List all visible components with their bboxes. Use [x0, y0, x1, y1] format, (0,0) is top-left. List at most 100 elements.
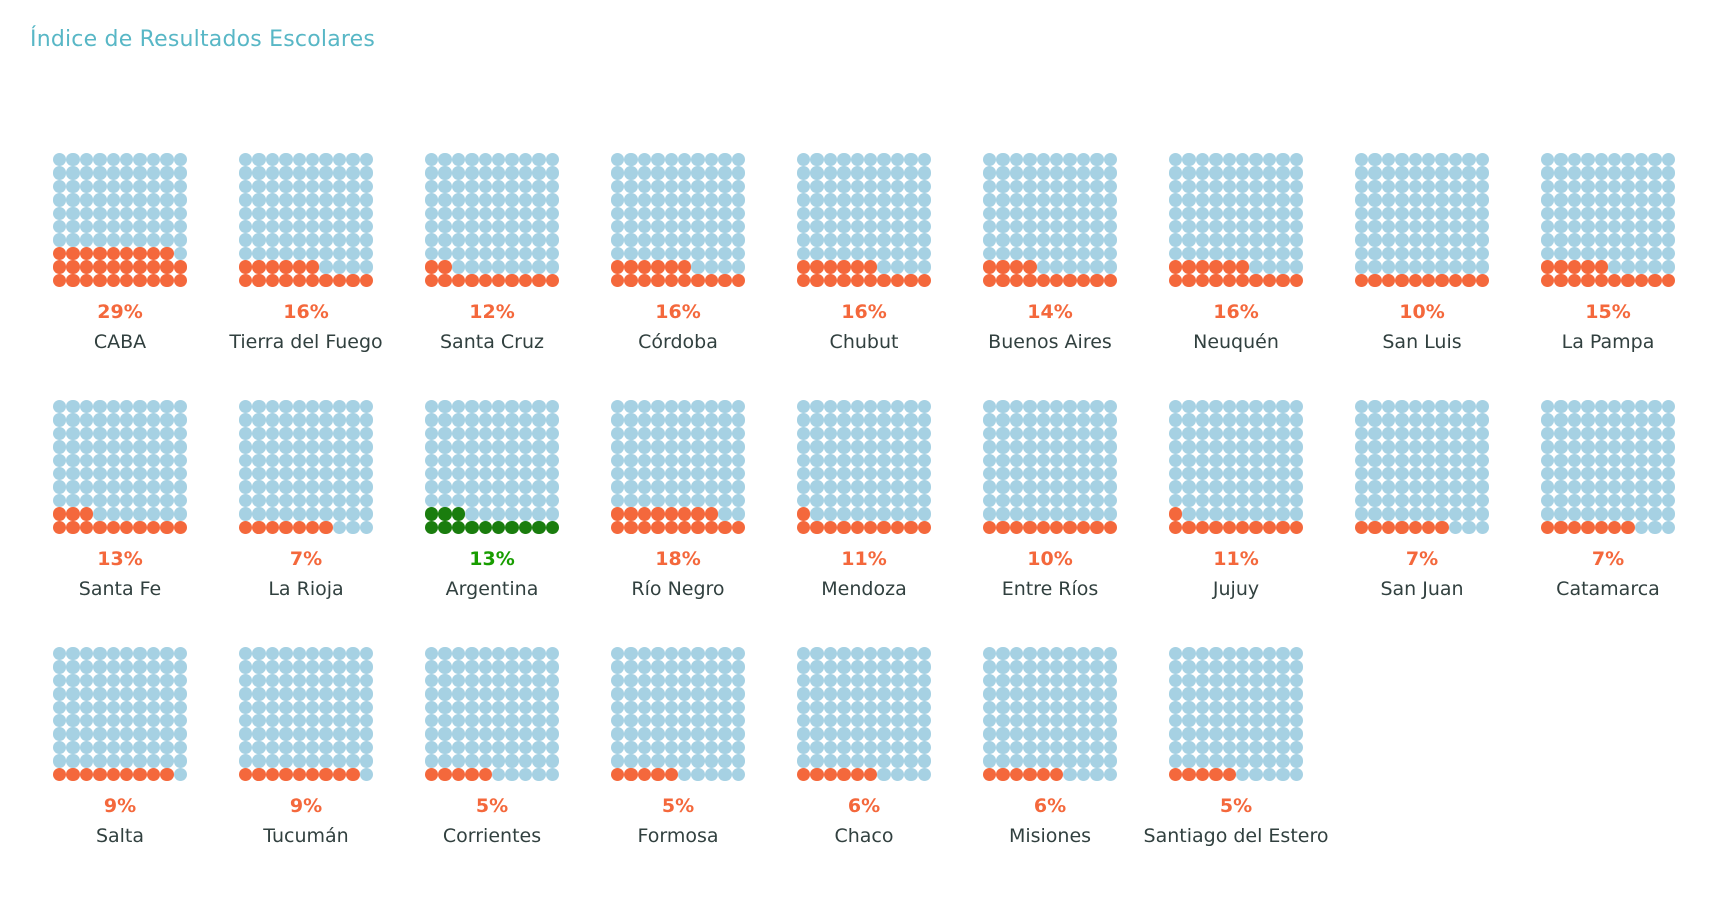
empty-dot: [983, 713, 997, 728]
filled-dot: [239, 520, 253, 534]
empty-dot: [279, 687, 293, 701]
dot-row: [239, 153, 373, 167]
filled-dot: [1090, 520, 1104, 534]
filled-dot: [133, 260, 147, 274]
dot-row: [611, 273, 745, 287]
dot-row: [1169, 727, 1303, 741]
dot-row: [611, 453, 745, 467]
empty-dot: [1567, 440, 1582, 454]
empty-dot: [1169, 206, 1183, 220]
filled-dot: [279, 520, 293, 534]
empty-dot: [1235, 507, 1250, 521]
empty-dot: [823, 166, 838, 180]
filled-dot: [173, 273, 187, 287]
empty-dot: [917, 206, 931, 220]
empty-dot: [465, 466, 479, 481]
empty-dot: [1209, 206, 1223, 220]
filled-dot: [93, 260, 107, 274]
empty-dot: [532, 426, 546, 441]
empty-dot: [545, 673, 559, 688]
empty-dot: [1448, 493, 1463, 508]
empty-dot: [518, 219, 533, 234]
dot-row: [1355, 453, 1489, 467]
empty-dot: [1435, 193, 1449, 207]
empty-dot: [1235, 426, 1250, 441]
empty-dot: [1063, 466, 1077, 481]
empty-dot: [651, 426, 665, 441]
empty-dot: [863, 413, 878, 427]
empty-dot: [173, 647, 187, 661]
filled-dot: [53, 273, 67, 287]
empty-dot: [1368, 493, 1382, 508]
empty-dot: [119, 480, 134, 494]
empty-dot: [1448, 233, 1463, 247]
empty-dot: [93, 426, 107, 441]
empty-dot: [1581, 453, 1595, 467]
empty-dot: [1235, 673, 1250, 688]
filled-dot: [119, 273, 134, 287]
empty-dot: [1607, 453, 1622, 467]
empty-dot: [518, 233, 533, 247]
empty-dot: [1648, 246, 1662, 261]
empty-dot: [305, 233, 320, 247]
empty-dot: [1448, 453, 1463, 467]
dot-row: [425, 193, 559, 207]
empty-dot: [505, 166, 519, 180]
empty-dot: [823, 754, 838, 768]
empty-dot: [624, 153, 638, 167]
empty-dot: [518, 413, 533, 427]
empty-dot: [1249, 480, 1263, 494]
empty-dot: [1262, 660, 1277, 674]
empty-dot: [1195, 466, 1210, 481]
empty-dot: [425, 660, 439, 674]
empty-dot: [518, 507, 533, 521]
empty-dot: [691, 413, 705, 427]
filled-dot: [1249, 273, 1263, 287]
empty-dot: [160, 466, 174, 481]
empty-dot: [664, 246, 678, 261]
empty-dot: [1049, 480, 1064, 494]
empty-dot: [173, 219, 187, 234]
dot-row: [611, 740, 745, 755]
empty-dot: [1381, 453, 1396, 467]
filled-dot: [451, 520, 466, 534]
filled-dot: [66, 246, 80, 261]
dot-row: [1541, 520, 1675, 534]
empty-dot: [983, 673, 997, 688]
empty-dot: [478, 754, 492, 768]
filled-dot: [1355, 273, 1369, 287]
empty-dot: [996, 440, 1010, 454]
empty-dot: [917, 687, 931, 701]
empty-dot: [1023, 480, 1037, 494]
empty-dot: [1395, 233, 1409, 247]
empty-dot: [704, 713, 719, 728]
empty-dot: [438, 480, 452, 494]
dot-row: [425, 520, 559, 534]
empty-dot: [718, 466, 732, 481]
empty-dot: [505, 660, 519, 674]
empty-dot: [346, 520, 360, 534]
province-label: Misiones: [1008, 825, 1092, 847]
empty-dot: [133, 453, 147, 467]
filled-dot: [252, 260, 266, 274]
filled-dot: [106, 273, 120, 287]
empty-dot: [917, 413, 931, 427]
empty-dot: [305, 440, 320, 454]
empty-dot: [319, 480, 333, 494]
empty-dot: [160, 687, 174, 701]
empty-dot: [1276, 647, 1290, 661]
empty-dot: [664, 673, 678, 688]
filled-dot: [438, 273, 452, 287]
empty-dot: [917, 153, 931, 167]
empty-dot: [425, 179, 439, 194]
empty-dot: [1249, 687, 1263, 701]
empty-dot: [491, 179, 506, 194]
empty-dot: [637, 727, 652, 741]
empty-dot: [1289, 206, 1303, 220]
filled-dot: [252, 767, 266, 781]
empty-dot: [1554, 153, 1568, 167]
empty-dot: [1421, 507, 1436, 521]
dot-row: [239, 413, 373, 427]
dot-row: [1541, 273, 1675, 287]
empty-dot: [677, 193, 692, 207]
